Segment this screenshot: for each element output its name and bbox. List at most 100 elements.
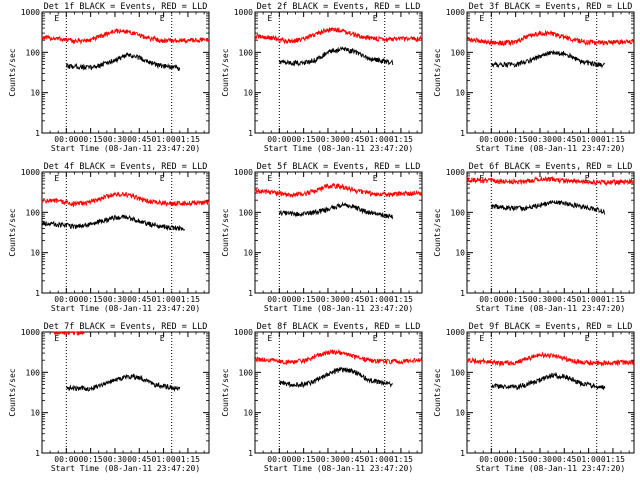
lld-series-line — [254, 26, 423, 45]
plot-frame — [41, 331, 210, 454]
panel-det-4: Det 4f BLACK = Events, RED = LLD Counts/s… — [8, 162, 210, 313]
y-tick-label: 1 — [35, 289, 40, 298]
y-tick-label: 1 — [35, 129, 40, 138]
x-tick-label: 00:15 — [292, 135, 316, 144]
marker-label: E — [585, 174, 590, 183]
x-tick-label: 00:30 — [528, 295, 552, 304]
x-tick-label: 00:15 — [79, 295, 103, 304]
chart-title: Det 2f BLACK = Events, RED = LLD — [257, 2, 421, 12]
x-tick-label: 00:15 — [79, 135, 103, 144]
marker-label: E — [479, 334, 484, 343]
marker-label: E — [160, 14, 165, 23]
lld-series-line — [53, 330, 85, 337]
events-series-line — [278, 46, 394, 67]
y-tick-label: 1 — [248, 449, 253, 458]
x-tick-label: 00:00 — [479, 455, 503, 464]
x-axis-label: Start Time (08-Jan-11 23:47:20) — [51, 144, 200, 153]
chart-title: Det 9f BLACK = Events, RED = LLD — [469, 322, 633, 332]
y-tick-label: 1 — [248, 289, 253, 298]
x-tick-label: 00:15 — [504, 295, 528, 304]
panel-det-5: Det 5f BLACK = Events, RED = LLD Counts/s… — [221, 162, 423, 313]
panel-det-1: Det 1f BLACK = Events, RED = LLD Counts/s… — [8, 2, 210, 153]
lld-series-line — [254, 348, 423, 366]
marker-label: E — [479, 174, 484, 183]
x-tick-label: 00:45 — [552, 295, 576, 304]
x-tick-label: 01:15 — [389, 295, 413, 304]
y-tick-label: 1 — [460, 129, 465, 138]
y-tick-label: 100 — [239, 208, 254, 217]
y-tick-label: 1000 — [234, 328, 253, 337]
x-tick-label: 00:15 — [292, 455, 316, 464]
chart-title: Det 4f BLACK = Events, RED = LLD — [44, 162, 208, 172]
x-axis-label: Start Time (08-Jan-11 23:47:20) — [264, 144, 413, 153]
x-tick-label: 01:15 — [389, 135, 413, 144]
x-tick-label: 01:00 — [152, 455, 176, 464]
x-tick-label: 00:45 — [127, 295, 151, 304]
y-tick-label: 1 — [248, 129, 253, 138]
y-tick-label: 1000 — [21, 168, 40, 177]
plot-frame — [41, 171, 210, 294]
marker-label: E — [160, 334, 165, 343]
chart-title: Det 5f BLACK = Events, RED = LLD — [257, 162, 421, 172]
y-tick-label: 10 — [30, 409, 40, 418]
y-tick-label: 100 — [26, 208, 41, 217]
x-tick-label: 00:15 — [504, 135, 528, 144]
y-tick-label: 10 — [243, 249, 253, 258]
x-tick-label: 01:00 — [152, 135, 176, 144]
x-tick-label: 00:30 — [316, 135, 340, 144]
x-tick-label: 00:30 — [528, 455, 552, 464]
x-tick-label: 01:00 — [365, 135, 389, 144]
plot-frame — [466, 171, 635, 294]
x-tick-label: 00:00 — [54, 135, 78, 144]
x-axis-label: Start Time (08-Jan-11 23:47:20) — [264, 464, 413, 473]
y-tick-label: 1000 — [21, 8, 40, 17]
marker-label: E — [373, 14, 378, 23]
marker-label: E — [373, 334, 378, 343]
plot-frame — [254, 331, 423, 454]
x-tick-label: 00:15 — [79, 455, 103, 464]
x-tick-label: 00:45 — [127, 135, 151, 144]
events-series-line — [490, 199, 606, 215]
y-tick-label: 1000 — [446, 328, 465, 337]
x-axis-label: Start Time (08-Jan-11 23:47:20) — [264, 304, 413, 313]
y-axis-label: Counts/sec — [433, 48, 442, 96]
y-tick-label: 100 — [451, 48, 466, 57]
y-tick-label: 1 — [35, 449, 40, 458]
marker-label: E — [54, 334, 59, 343]
chart-title: Det 6f BLACK = Events, RED = LLD — [469, 162, 633, 172]
x-tick-label: 00:45 — [340, 295, 364, 304]
y-tick-label: 100 — [451, 208, 466, 217]
x-tick-label: 00:30 — [316, 455, 340, 464]
y-axis-label: Counts/sec — [433, 208, 442, 256]
y-axis-label: Counts/sec — [221, 368, 230, 416]
lld-series-line — [41, 28, 210, 45]
y-axis-label: Counts/sec — [221, 208, 230, 256]
plot-frame — [254, 171, 423, 294]
x-tick-label: 01:15 — [176, 455, 200, 464]
y-axis-label: Counts/sec — [221, 48, 230, 96]
events-series-line — [490, 371, 606, 391]
plot-frame — [254, 11, 423, 134]
x-tick-label: 00:45 — [340, 455, 364, 464]
y-tick-label: 1000 — [446, 168, 465, 177]
y-tick-label: 1000 — [446, 8, 465, 17]
marker-label: E — [373, 174, 378, 183]
x-axis-label: Start Time (08-Jan-11 23:47:20) — [476, 144, 625, 153]
y-tick-label: 1000 — [234, 168, 253, 177]
y-tick-label: 100 — [239, 48, 254, 57]
marker-label: E — [160, 174, 165, 183]
x-axis-label: Start Time (08-Jan-11 23:47:20) — [51, 464, 200, 473]
x-tick-label: 00:00 — [479, 295, 503, 304]
x-tick-label: 01:00 — [365, 455, 389, 464]
lld-series-line — [41, 191, 210, 208]
x-tick-label: 01:15 — [601, 135, 625, 144]
x-tick-label: 00:00 — [267, 455, 291, 464]
x-tick-label: 00:45 — [340, 135, 364, 144]
x-tick-label: 00:00 — [54, 295, 78, 304]
events-series-line — [278, 367, 394, 389]
marker-label: E — [54, 14, 59, 23]
x-axis-label: Start Time (08-Jan-11 23:47:20) — [476, 464, 625, 473]
y-tick-label: 10 — [30, 89, 40, 98]
x-tick-label: 00:30 — [528, 135, 552, 144]
